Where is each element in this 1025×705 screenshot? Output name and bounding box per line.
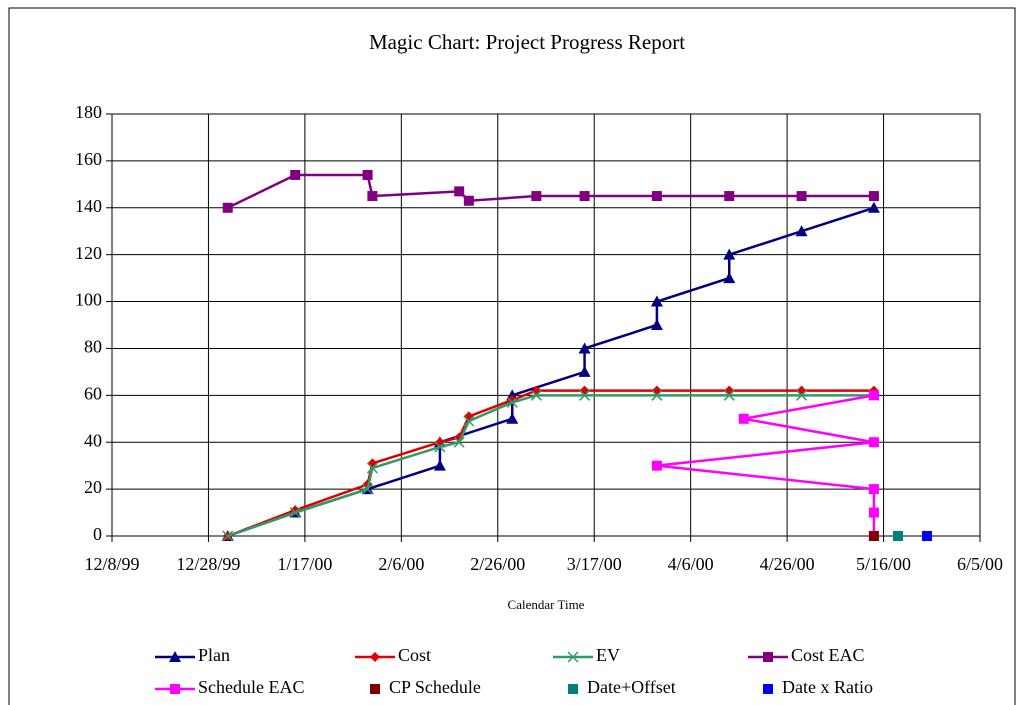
y-tick-label: 0 [93,524,102,544]
marker [170,684,180,694]
legend-label: Date x Ratio [782,677,873,697]
marker [867,201,880,213]
marker [650,319,663,330]
legend-label: CP Schedule [389,677,481,697]
marker [795,225,808,237]
y-tick-label: 100 [75,290,102,310]
marker [724,191,735,202]
x-tick-label: 2/6/00 [378,554,424,574]
marker [433,459,446,471]
x-tick-label: 12/8/99 [84,554,139,574]
legend-label: Cost [398,645,431,665]
marker [723,248,736,260]
marker [370,652,380,662]
marker [169,651,181,662]
x-tick-label: 6/5/00 [957,554,1003,574]
marker [367,191,378,202]
legend-label: Cost EAC [791,645,865,665]
legend-item: EV [553,645,620,665]
legend-label: Schedule EAC [198,677,304,697]
marker [868,437,879,448]
marker [463,195,474,206]
legend-item: CP Schedule [370,677,481,697]
marker [763,652,773,662]
y-tick-label: 20 [84,477,102,497]
legend-item: Cost EAC [748,645,865,665]
marker [579,191,590,202]
marker [868,191,879,202]
marker [893,531,904,541]
legend-item: Schedule EAC [155,677,304,697]
series-line [227,173,874,209]
marker [463,415,475,427]
y-tick-label: 40 [84,430,102,450]
marker [796,191,807,202]
chart-frame [8,7,1016,705]
y-tick-label: 80 [84,337,102,357]
marker [290,169,301,180]
marker [868,390,879,401]
marker [568,684,578,694]
marker [723,272,736,284]
legend-label: EV [596,645,620,665]
chart-title: Magic Chart: Project Progress Report [369,30,685,54]
marker [530,389,542,401]
marker [578,365,591,377]
marker [453,436,465,448]
marker [868,531,879,541]
marker [362,169,373,180]
marker [763,684,773,694]
marker [651,389,663,401]
y-tick-label: 180 [75,102,102,122]
legend-label: Plan [198,645,230,665]
marker [868,484,879,495]
x-tick-label: 3/17/00 [567,554,622,574]
marker [738,413,749,424]
y-tick-label: 140 [75,196,102,216]
marker [579,389,591,401]
marker [289,507,301,519]
marker [921,531,932,541]
x-tick-label: 1/17/00 [277,554,332,574]
legend-item: Date x Ratio [763,677,873,697]
x-tick-label: 5/16/00 [856,554,911,574]
x-tick-label: 12/28/99 [176,554,240,574]
x-tick-label: 2/26/00 [470,554,525,574]
y-tick-label: 60 [84,383,102,403]
legend-item: Plan [155,645,230,665]
marker [366,462,378,474]
legend-label: Date+Offset [587,677,676,697]
marker [362,483,374,495]
x-tick-label: 4/6/00 [668,554,714,574]
marker [796,389,808,401]
plot-area [111,113,981,537]
marker [567,651,579,663]
legend-item: Cost [355,645,431,665]
marker [868,507,879,518]
marker [723,389,735,401]
marker [370,684,380,694]
marker [531,191,542,202]
marker [434,441,446,453]
marker [578,342,591,354]
marker [222,202,233,213]
marker [651,191,662,202]
marker [650,295,663,307]
marker [222,530,234,542]
marker [506,396,518,408]
marker [506,412,519,424]
x-axis-label: Calendar Time [508,597,585,612]
marker [454,186,465,197]
x-tick-label: 4/26/00 [760,554,815,574]
marker [651,460,662,471]
series-line [227,394,874,538]
y-tick-label: 160 [75,149,102,169]
legend-item: Date+Offset [568,677,676,697]
y-tick-label: 120 [75,243,102,263]
